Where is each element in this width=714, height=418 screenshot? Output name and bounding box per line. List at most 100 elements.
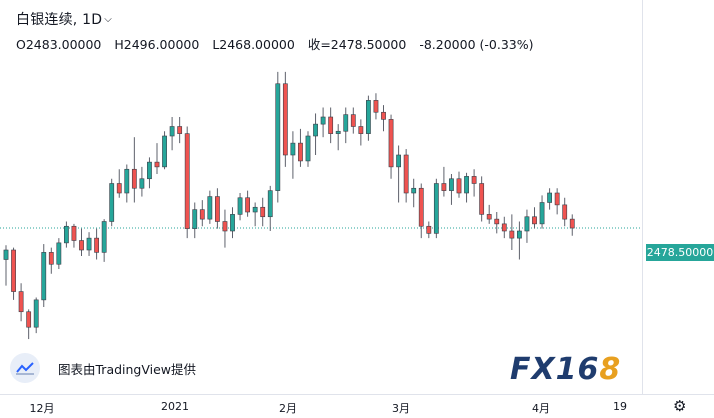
candle-body [41, 252, 47, 301]
candle[interactable] [245, 190, 250, 217]
candle[interactable] [26, 309, 32, 340]
candle[interactable] [275, 71, 281, 203]
candle[interactable] [464, 172, 469, 203]
candle[interactable] [101, 219, 107, 262]
candle[interactable] [154, 143, 160, 174]
candle[interactable] [539, 195, 545, 229]
candle-body [131, 168, 137, 189]
candle[interactable] [562, 197, 568, 227]
candle[interactable] [11, 247, 16, 300]
candle[interactable] [313, 113, 318, 155]
candle[interactable] [71, 223, 77, 248]
candle[interactable] [479, 176, 485, 222]
candle[interactable] [501, 216, 507, 239]
candle[interactable] [33, 297, 39, 334]
x-tick-2021: 2021 [161, 400, 189, 413]
open-value: O2483.00000 [16, 37, 102, 52]
candle[interactable] [494, 212, 500, 234]
gear-icon[interactable]: ⚙ [673, 397, 687, 415]
candle[interactable] [532, 207, 537, 229]
candle[interactable] [305, 131, 311, 167]
x-tick-19: 19 [613, 400, 627, 413]
candle-body [48, 252, 54, 265]
candle[interactable] [516, 221, 522, 260]
candle-body [396, 154, 401, 168]
candle-body [86, 237, 92, 251]
candle[interactable] [124, 164, 130, 203]
candle[interactable] [471, 169, 477, 197]
candle[interactable] [373, 93, 379, 120]
candle[interactable] [79, 228, 84, 256]
candle[interactable] [554, 188, 560, 215]
candle[interactable] [230, 207, 235, 239]
x-tick-apr: 4月 [532, 402, 550, 415]
candle-body [449, 178, 454, 191]
chevron-down-icon[interactable]: ⌵ [104, 14, 112, 25]
candle[interactable] [456, 171, 462, 198]
candle[interactable] [365, 95, 371, 141]
candle[interactable] [411, 178, 417, 208]
candle[interactable] [147, 157, 152, 189]
candle[interactable] [524, 209, 530, 243]
candle[interactable] [290, 131, 296, 179]
candle[interactable] [569, 214, 575, 236]
tradingview-attribution[interactable]: 图表由TradingView提供 [10, 350, 196, 386]
candle-body [33, 299, 39, 328]
candle[interactable] [109, 178, 115, 227]
candle[interactable] [441, 166, 447, 197]
candle[interactable] [335, 124, 341, 151]
candle[interactable] [116, 169, 122, 198]
candle[interactable] [3, 245, 9, 286]
candle[interactable] [396, 145, 401, 203]
candle[interactable] [18, 283, 24, 322]
candle[interactable] [94, 228, 99, 260]
candle-body [441, 183, 447, 191]
price-chart[interactable] [0, 0, 642, 394]
candle[interactable] [41, 244, 47, 307]
symbol-title[interactable]: 白银连续, 1D ⌵ [16, 9, 112, 29]
candle[interactable] [486, 204, 492, 224]
candle[interactable] [48, 247, 54, 274]
candle[interactable] [381, 105, 386, 132]
candle[interactable] [56, 238, 62, 269]
candle[interactable] [298, 128, 303, 167]
candle[interactable] [215, 188, 220, 229]
candle[interactable] [207, 190, 213, 224]
candle[interactable] [426, 221, 432, 239]
candle[interactable] [260, 197, 266, 227]
candle[interactable] [177, 117, 183, 144]
candle-body [290, 142, 296, 156]
candle[interactable] [162, 131, 167, 170]
candle[interactable] [343, 107, 349, 144]
candle[interactable] [252, 202, 258, 227]
candle[interactable] [199, 200, 205, 227]
candle[interactable] [139, 166, 145, 197]
candle[interactable] [433, 178, 439, 239]
candle[interactable] [388, 114, 394, 179]
candle-body [479, 183, 485, 215]
candle[interactable] [222, 209, 228, 248]
candle[interactable] [449, 174, 454, 205]
candle[interactable] [131, 137, 137, 203]
candle-body [373, 100, 379, 113]
candle[interactable] [547, 188, 552, 210]
candle[interactable] [192, 202, 198, 239]
candle[interactable] [64, 221, 69, 248]
candle[interactable] [267, 185, 273, 231]
candle[interactable] [320, 107, 326, 138]
candle[interactable] [358, 119, 364, 146]
candle[interactable] [282, 71, 288, 167]
candle[interactable] [418, 183, 424, 239]
candle[interactable] [169, 117, 175, 151]
candle[interactable] [328, 107, 334, 144]
candle[interactable] [86, 232, 92, 256]
candle[interactable] [403, 149, 409, 203]
candle[interactable] [509, 214, 515, 250]
candle-body [486, 214, 492, 220]
candle[interactable] [237, 193, 243, 221]
candle-body [562, 204, 568, 220]
candle[interactable] [184, 126, 190, 239]
candle[interactable] [350, 107, 356, 134]
candle-body [313, 123, 318, 137]
